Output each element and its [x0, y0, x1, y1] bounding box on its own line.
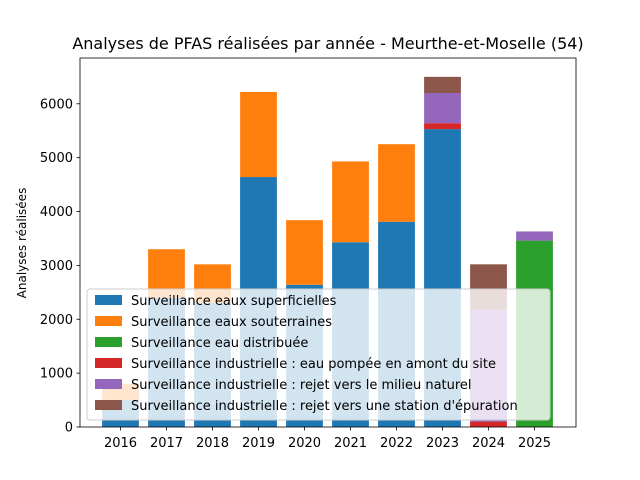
bar-2023-series-3 [424, 123, 461, 130]
bar-2025-series-4 [516, 231, 553, 241]
bar-2023-series-5 [424, 76, 461, 94]
x-tick-label: 2022 [380, 436, 413, 451]
bar-2022-series-1 [378, 144, 415, 222]
chart-title: Analyses de PFAS réalisées par année - M… [72, 34, 583, 53]
x-tick-label: 2016 [104, 436, 137, 451]
legend-label-1: Surveillance eaux souterraines [131, 315, 332, 330]
axes-group: 0 1000 2000 3000 4000 5000 6000 2016 2017 2018 201… [40, 57, 577, 451]
x-tick-label: 2021 [334, 436, 367, 451]
y-tick-label: 2000 [40, 313, 73, 328]
legend-label-5: Surveillance industrielle : rejet vers u… [131, 399, 518, 414]
bar-2023-series-4 [424, 93, 461, 124]
bar-2024-series-3 [470, 421, 507, 427]
y-tick-label: 5000 [40, 151, 73, 166]
x-tick-label: 2019 [242, 436, 275, 451]
bar-2021-series-1 [332, 161, 369, 243]
bar-2019-series-1 [240, 91, 277, 178]
legend-swatch-3 [95, 358, 122, 368]
legend-swatch-5 [95, 400, 122, 410]
legend-label-2: Surveillance eau distribuée [131, 336, 308, 351]
legend-label-3: Surveillance industrielle : eau pompée e… [131, 357, 496, 372]
y-tick-label: 1000 [40, 367, 73, 382]
legend-box [86, 288, 551, 421]
plot-frame [79, 57, 577, 428]
x-tick-label: 2020 [288, 436, 321, 451]
legend-label-0: Surveillance eaux superficielles [131, 294, 337, 309]
legend-swatch-0 [95, 295, 122, 305]
x-tick-label: 2025 [518, 436, 551, 451]
bar-2020-series-1 [286, 220, 323, 285]
legend-label-4: Surveillance industrielle : rejet vers l… [131, 378, 472, 393]
legend-swatch-4 [95, 379, 122, 389]
x-tick-label: 2023 [426, 436, 459, 451]
x-tick-label: 2024 [472, 436, 505, 451]
y-tick-label: 3000 [40, 259, 73, 274]
y-tick-label: 6000 [40, 97, 73, 112]
y-tick-label: 4000 [40, 205, 73, 220]
legend-swatch-1 [95, 316, 122, 326]
legend-swatch-2 [95, 337, 122, 347]
x-tick-label: 2018 [196, 436, 229, 451]
legend: Surveillance eaux superficielles Surveill… [86, 288, 551, 421]
y-axis-label: Analyses réalisées [15, 188, 29, 299]
x-tick-label: 2017 [150, 436, 183, 451]
y-tick-label: 0 [65, 421, 73, 436]
